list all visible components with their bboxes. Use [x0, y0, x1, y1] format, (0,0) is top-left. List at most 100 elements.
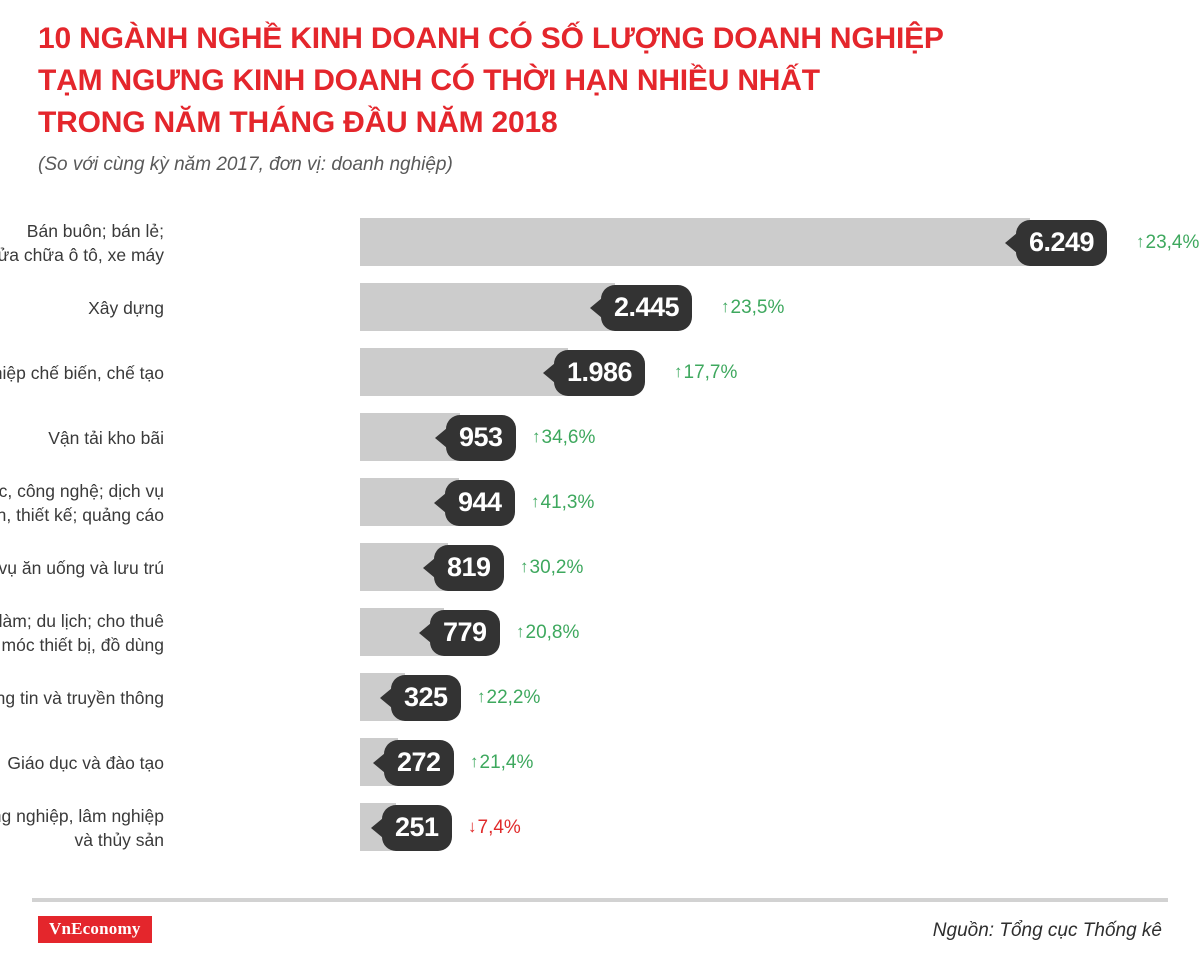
page-title-line-2: TẠM NGƯNG KINH DOANH CÓ THỜI HẠN NHIỀU N… [38, 64, 820, 97]
bar [360, 283, 615, 331]
change-percent-value: 20,8% [525, 621, 580, 643]
value-label: 272 [397, 747, 441, 777]
category-label: Xây dựng [0, 296, 164, 320]
value-label: 953 [459, 422, 503, 452]
change-percent-value: 17,7% [683, 361, 738, 383]
category-label: Dịch vụ việc làm; du lịch; cho thuê máy m… [0, 609, 164, 657]
bar-area: 779 ↑20,8% [360, 600, 1200, 665]
page-title-line-3: TRONG NĂM THÁNG ĐẦU NĂM 2018 [38, 106, 558, 139]
value-label: 251 [395, 812, 439, 842]
bar-area: 251 ↓7,4% [360, 795, 1200, 860]
category-label-line: máy móc thiết bị, đồ dùng [0, 634, 164, 655]
change-percent: ↑41,3% [531, 492, 594, 514]
change-percent-value: 30,2% [529, 556, 584, 578]
category-label-line: Công nghiệp chế biến, chế tạo [0, 362, 164, 383]
value-label: 819 [447, 552, 491, 582]
change-percent-value: 23,5% [730, 296, 785, 318]
chart-row: Thông tin và truyền thông 325 ↑22,2% [0, 665, 1200, 730]
value-bubble: 819 [434, 544, 504, 591]
category-label-line: Xây dựng [88, 297, 164, 318]
value-bubble: 944 [445, 479, 515, 526]
category-label: Nông nghiệp, lâm nghiệp và thủy sản [0, 804, 164, 852]
category-label-line: Nông nghiệp, lâm nghiệp [0, 805, 164, 826]
bar [360, 218, 1030, 266]
bar [360, 348, 568, 396]
header: 10 NGÀNH NGHỀ KINH DOANH CÓ SỐ LƯỢNG DOA… [38, 18, 1168, 178]
vneconomy-logo: VnEconomy [38, 916, 152, 943]
category-label-line: tư vấn, thiết kế; quảng cáo [0, 504, 164, 525]
change-percent: ↑34,6% [532, 427, 595, 449]
value-label: 779 [443, 617, 487, 647]
bar-area: 944 ↑41,3% [360, 470, 1200, 535]
change-percent-value: 21,4% [479, 751, 534, 773]
category-label: Vận tải kho bãi [0, 426, 164, 450]
category-label-line: và thủy sản [74, 829, 165, 850]
value-bubble: 272 [384, 739, 454, 786]
arrow-up-icon: ↑ [674, 361, 683, 381]
chart-row: Xây dựng 2.445 ↑23,5% [0, 275, 1200, 340]
chart-row: Dịch vụ việc làm; du lịch; cho thuê máy m… [0, 600, 1200, 665]
change-percent-value: 34,6% [541, 426, 596, 448]
change-percent-value: 22,2% [486, 686, 541, 708]
category-label-line: Bán buôn; bán lẻ; [26, 220, 164, 241]
arrow-up-icon: ↑ [721, 296, 730, 316]
change-percent-value: 41,3% [540, 491, 595, 513]
category-label: Dịch vụ ăn uống và lưu trú [0, 556, 164, 580]
value-label: 6.249 [1029, 227, 1095, 257]
arrow-up-icon: ↑ [531, 491, 540, 511]
category-label: Bán buôn; bán lẻ; sửa chữa ô tô, xe máy [0, 219, 164, 267]
footer-divider [32, 898, 1168, 902]
value-label: 325 [404, 682, 448, 712]
category-label-line: Giáo dục và đào tạo [7, 752, 164, 773]
arrow-up-icon: ↑ [520, 556, 529, 576]
arrow-up-icon: ↑ [1136, 231, 1145, 251]
change-percent-value: 23,4% [1145, 231, 1200, 253]
category-label-line: Vận tải kho bãi [48, 427, 164, 448]
value-bubble: 953 [446, 414, 516, 461]
value-label: 944 [458, 487, 502, 517]
bar-area: 325 ↑22,2% [360, 665, 1200, 730]
category-label: Công nghiệp chế biến, chế tạo [0, 361, 164, 385]
value-bubble: 6.249 [1016, 219, 1108, 266]
change-percent-value: 7,4% [477, 816, 521, 838]
change-percent: ↑23,4% [1136, 232, 1199, 254]
bar-chart: Bán buôn; bán lẻ; sửa chữa ô tô, xe máy 6.… [0, 210, 1200, 860]
bar-area: 6.249 ↑23,4% [360, 210, 1200, 275]
category-label-line: sửa chữa ô tô, xe máy [0, 244, 164, 265]
chart-row: Vận tải kho bãi 953 ↑34,6% [0, 405, 1200, 470]
category-label-line: Dịch vụ ăn uống và lưu trú [0, 557, 164, 578]
change-percent: ↑23,5% [721, 297, 784, 319]
category-label: Khoa học, công nghệ; dịch vụ tư vấn, thiế… [0, 479, 164, 527]
value-label: 1.986 [567, 357, 633, 387]
source-note: Nguồn: Tổng cục Thống kê [932, 920, 1162, 941]
change-percent: ↑30,2% [520, 557, 583, 579]
arrow-up-icon: ↑ [477, 686, 486, 706]
arrow-up-icon: ↑ [470, 751, 479, 771]
bar-area: 819 ↑30,2% [360, 535, 1200, 600]
arrow-down-icon: ↓ [468, 816, 477, 836]
value-label: 2.445 [614, 292, 680, 322]
value-bubble: 2.445 [601, 284, 693, 331]
chart-row: Công nghiệp chế biến, chế tạo 1.986 ↑17,7% [0, 340, 1200, 405]
category-label: Giáo dục và đào tạo [0, 751, 164, 775]
value-bubble: 779 [430, 609, 500, 656]
bar-area: 1.986 ↑17,7% [360, 340, 1200, 405]
bar-area: 2.445 ↑23,5% [360, 275, 1200, 340]
page-title-line-1: 10 NGÀNH NGHỀ KINH DOANH CÓ SỐ LƯỢNG DOA… [38, 22, 944, 55]
chart-row: Nông nghiệp, lâm nghiệp và thủy sản 251 ↓7,… [0, 795, 1200, 860]
change-percent: ↑21,4% [470, 752, 533, 774]
change-percent: ↑20,8% [516, 622, 579, 644]
change-percent: ↑22,2% [477, 687, 540, 709]
change-percent: ↑17,7% [674, 362, 737, 384]
category-label: Thông tin và truyền thông [0, 686, 164, 710]
bar-area: 272 ↑21,4% [360, 730, 1200, 795]
value-bubble: 1.986 [554, 349, 646, 396]
category-label-line: Khoa học, công nghệ; dịch vụ [0, 480, 164, 501]
chart-row: Giáo dục và đào tạo 272 ↑21,4% [0, 730, 1200, 795]
value-bubble: 251 [382, 804, 452, 851]
category-label-line: Dịch vụ việc làm; du lịch; cho thuê [0, 610, 164, 631]
arrow-up-icon: ↑ [516, 621, 525, 641]
chart-row: Bán buôn; bán lẻ; sửa chữa ô tô, xe máy 6.… [0, 210, 1200, 275]
value-bubble: 325 [391, 674, 461, 721]
